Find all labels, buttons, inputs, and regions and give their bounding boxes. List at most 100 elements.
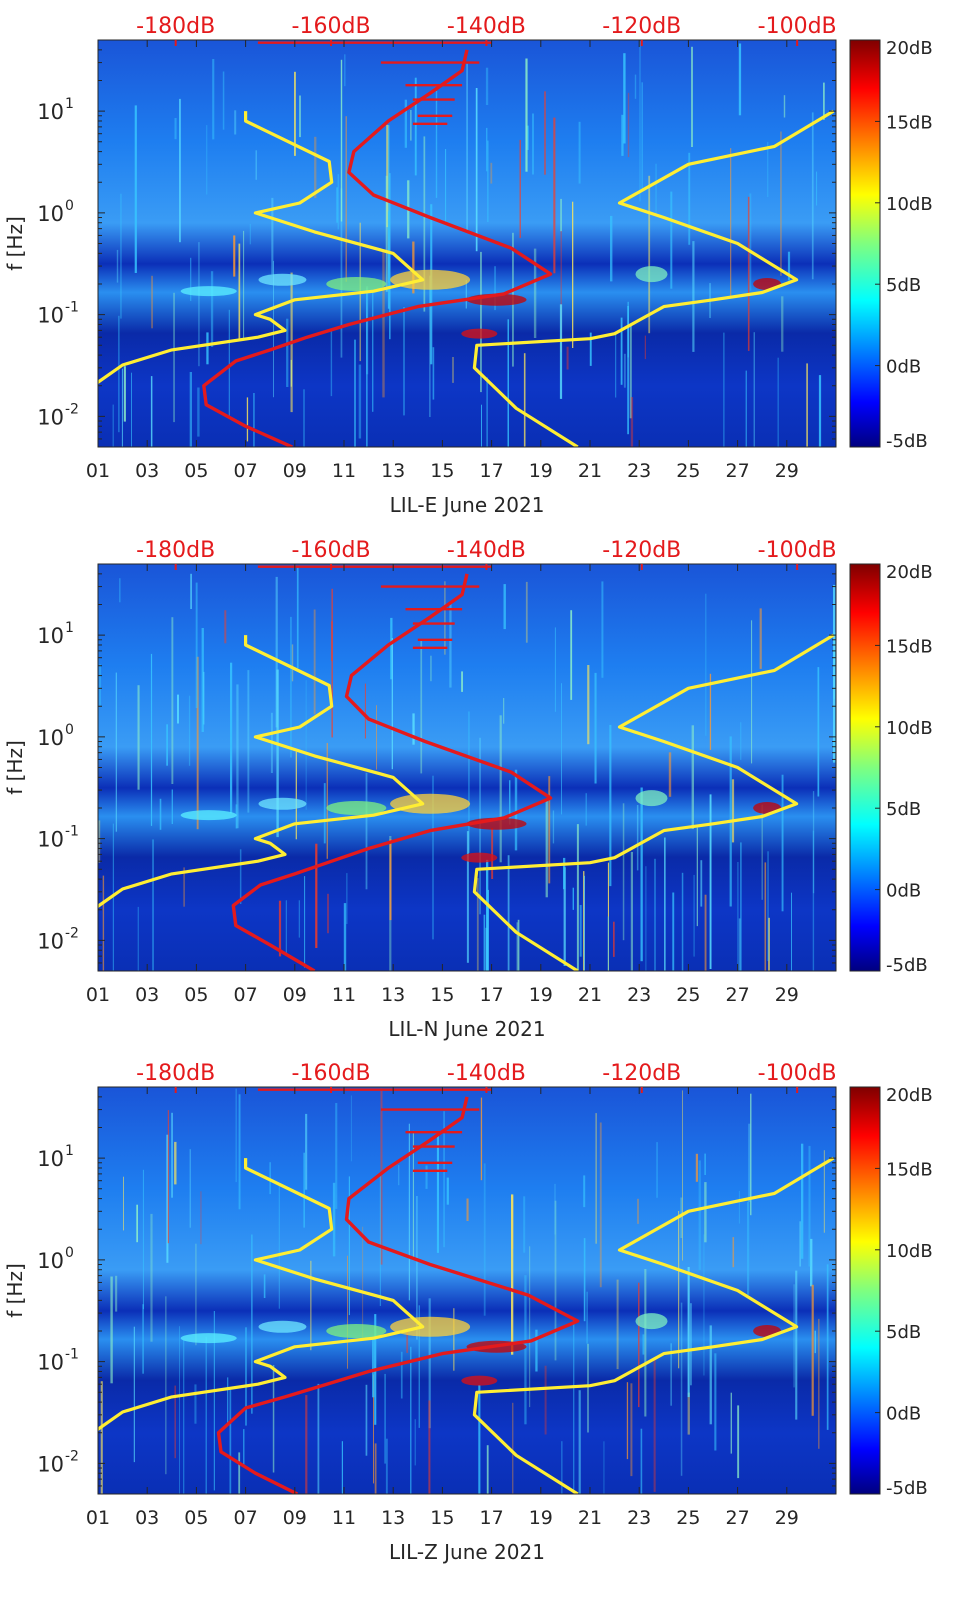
spectrogram-streak xyxy=(100,1381,103,1494)
high-noise-model-curve xyxy=(472,109,835,447)
spectrogram-streak xyxy=(644,1269,647,1417)
spectrogram-streak xyxy=(305,1395,308,1494)
colorbar-label: 0dB xyxy=(886,357,921,378)
y-tick-exponent: 0 xyxy=(65,198,74,214)
spectrogram-streak xyxy=(174,1141,177,1185)
spectrogram-streak xyxy=(449,603,452,688)
spectrogram-streak xyxy=(583,871,585,971)
spectrogram-streak xyxy=(183,867,185,907)
spectrogram-streak xyxy=(171,1112,173,1198)
spectrogram-streak xyxy=(680,1302,683,1476)
spectrogram-streak xyxy=(408,1123,410,1301)
spectrogram-streak xyxy=(382,252,385,398)
spectrogram-streak xyxy=(737,862,739,971)
spectrogram-streak xyxy=(750,1093,752,1216)
x-tick-label: 09 xyxy=(283,984,307,1006)
spectrogram-streak xyxy=(380,1088,383,1265)
y-axis-label: f [Hz] xyxy=(3,740,27,795)
spectrogram-streak xyxy=(238,1094,241,1210)
spectrogram-streak xyxy=(761,804,763,900)
spectrogram-streak xyxy=(572,201,574,348)
spectrogram-streak xyxy=(672,892,675,971)
spectrogram-streak xyxy=(640,787,643,962)
spectrogram-streak xyxy=(406,1329,409,1353)
spectrogram-streak xyxy=(150,376,153,447)
x-tick-label: 15 xyxy=(430,1507,454,1529)
x-tick-label: 17 xyxy=(480,1507,504,1529)
y-tick-base: 10 xyxy=(37,828,64,852)
spectrogram-streak xyxy=(331,588,333,738)
y-tick-exponent: -2 xyxy=(65,1448,79,1464)
spectrogram-streak xyxy=(294,71,296,156)
spectrogram-streak xyxy=(159,798,162,830)
spectrogram-streak xyxy=(420,639,423,774)
spectrogram-texture xyxy=(100,1088,829,1494)
spectrogram-streak xyxy=(174,1385,176,1459)
spectrogram-streak xyxy=(341,1441,343,1494)
spectrogram-streak xyxy=(166,724,168,766)
spectrogram-streak xyxy=(670,191,673,289)
top-db-label: -120dB xyxy=(602,1061,681,1086)
spectrogram-streak xyxy=(305,680,307,810)
x-tick-label: 27 xyxy=(726,1507,750,1529)
spectrogram-streak xyxy=(246,397,249,442)
y-tick-base: 10 xyxy=(37,1249,64,1273)
spectrogram-streak xyxy=(423,136,426,312)
spectrogram-streak xyxy=(247,670,250,813)
spectrogram-streak xyxy=(704,1182,707,1243)
colorbar-label: 5dB xyxy=(886,1322,921,1343)
spectrogram-streak xyxy=(466,63,468,230)
y-tick-exponent: 1 xyxy=(65,96,74,112)
spectrogram-streak xyxy=(303,1152,305,1228)
spectrogram-streak xyxy=(278,1183,280,1309)
spectrogram-streak xyxy=(299,95,301,138)
spectrogram-streak xyxy=(443,1111,445,1248)
spectrogram-streak xyxy=(365,772,368,890)
spectrogram-streak xyxy=(390,617,393,680)
spectrogram-streak xyxy=(362,1226,364,1339)
spectrogram-streak xyxy=(517,919,520,971)
spectrogram-streak xyxy=(730,1392,732,1454)
spectrogram-streak xyxy=(112,404,114,447)
spectrogram-streak xyxy=(235,1088,237,1183)
spectrogram-streak xyxy=(503,584,506,630)
x-tick-label: 07 xyxy=(234,460,258,482)
x-tick-label: 29 xyxy=(775,984,799,1006)
spectrogram-streak xyxy=(698,1160,701,1270)
spectrogram-streak xyxy=(165,1296,167,1475)
spectrogram-streak xyxy=(235,804,238,829)
spectrogram-streak xyxy=(566,346,569,370)
spectrogram-streak xyxy=(313,609,316,715)
spectrogram-streak xyxy=(533,248,537,338)
spectrogram-streak xyxy=(239,849,242,904)
y-tick-label: 10 xyxy=(37,1351,64,1375)
spectrogram-streak xyxy=(627,92,630,158)
spectrogram-streak xyxy=(607,916,609,971)
spectrogram-streak xyxy=(634,74,637,99)
y-axis-label: f [Hz] xyxy=(3,216,27,271)
spectrogram-streak xyxy=(452,357,454,383)
spectrogram-streak xyxy=(195,1243,197,1346)
spectrogram-streak xyxy=(121,368,123,447)
spectrogram-streak xyxy=(350,1095,352,1162)
spectrogram-streak xyxy=(171,789,173,824)
x-tick-label: 11 xyxy=(332,984,356,1006)
spectrogram-streak xyxy=(826,1264,829,1430)
spectrogram-streak xyxy=(428,1298,431,1429)
spectrogram-streak xyxy=(387,211,390,309)
spectrogram-streak xyxy=(691,725,694,829)
spectrogram-streak xyxy=(601,581,604,678)
top-db-label: -160dB xyxy=(292,538,371,563)
spectrogram-streak xyxy=(696,827,698,927)
spectrogram-streak xyxy=(554,627,556,712)
low-noise-model-curve xyxy=(98,111,425,385)
colorbar xyxy=(849,563,881,972)
colorbar-label: -5dB xyxy=(886,1478,928,1499)
top-db-label: -120dB xyxy=(602,538,681,563)
spectrogram-streak xyxy=(403,307,405,416)
spectrogram-streak xyxy=(816,171,818,206)
spectrogram-streak xyxy=(347,1255,348,1369)
spectrogram-streak xyxy=(709,794,712,969)
colorbar-label: 5dB xyxy=(886,275,921,296)
colorbar-label: 15dB xyxy=(886,1159,933,1180)
